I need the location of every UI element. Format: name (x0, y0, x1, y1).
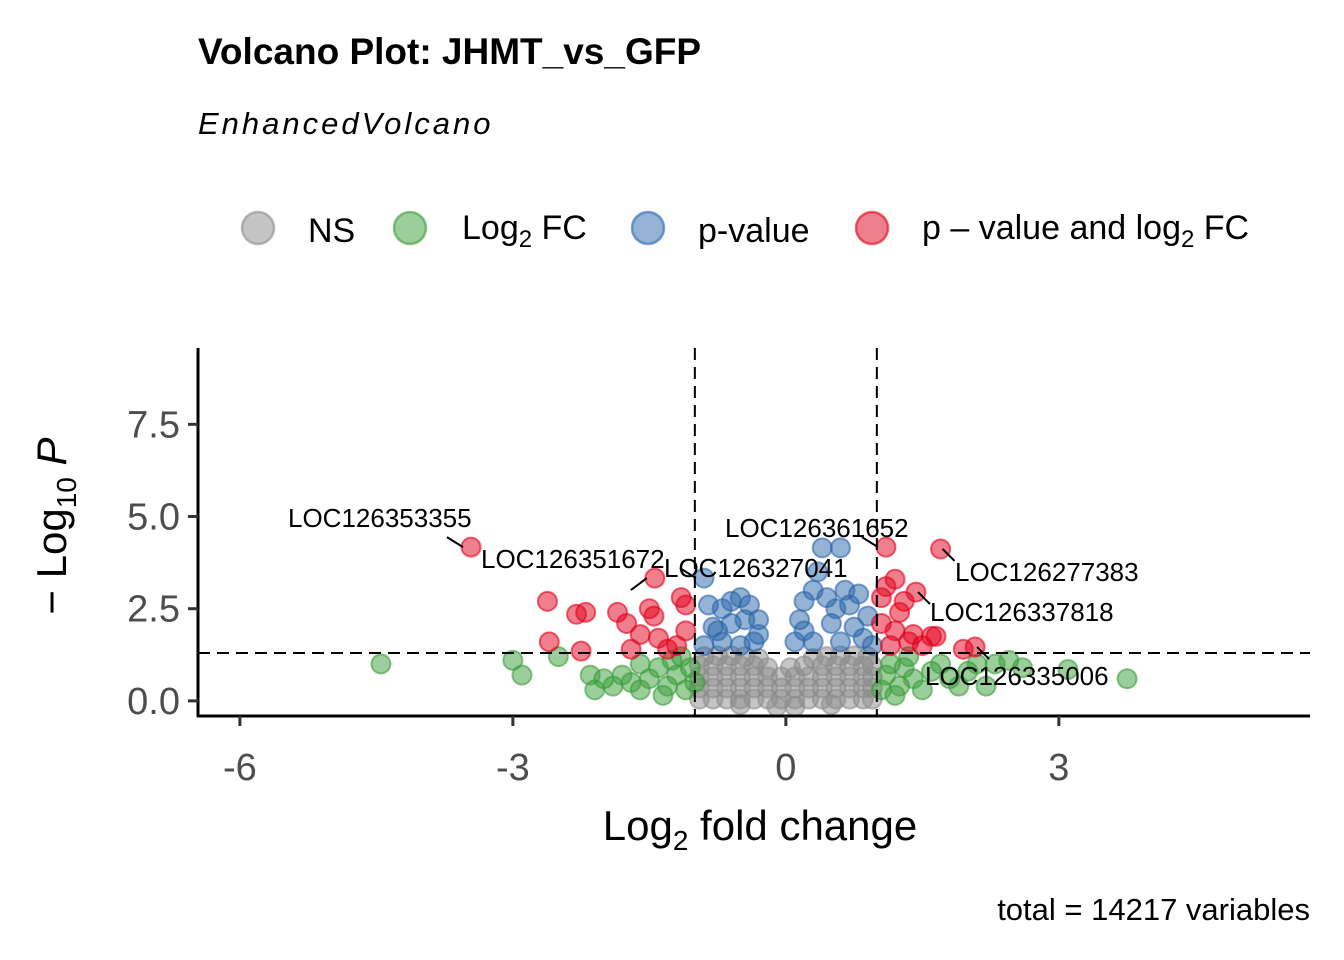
point-pfc (879, 635, 901, 657)
point-pfc (538, 631, 560, 653)
point-p (829, 631, 851, 653)
point-p (698, 594, 720, 616)
point-fc (911, 679, 933, 701)
label-connector (861, 536, 879, 548)
point-pfc (911, 635, 933, 657)
point-pfc (675, 594, 697, 616)
point-pfc (930, 538, 952, 560)
legend-label-ns: NS (308, 212, 355, 250)
caption: total = 14217 variables (997, 892, 1310, 927)
x-axis-title: Log2 fold change (603, 802, 918, 856)
point-fc (547, 646, 569, 668)
point-fc (652, 684, 674, 706)
y-tick-label: 5.0 (127, 497, 180, 539)
y-tick-label: 2.5 (127, 589, 180, 631)
label-connector (446, 536, 464, 548)
point-pfc (536, 590, 558, 612)
point-fc (884, 684, 906, 706)
x-tick-label: -6 (223, 747, 257, 789)
legend-swatch-ns (240, 210, 276, 246)
gene-label: LOC126353355 (288, 503, 472, 533)
cutoff-lines (198, 348, 1310, 716)
point-pfc (964, 636, 986, 658)
point-p (734, 609, 756, 631)
point-fc (370, 653, 392, 675)
point-ns (820, 694, 842, 716)
gene-labels: LOC126353355 LOC126351672 LOC126327041 LOC1… (288, 503, 1139, 691)
gene-label: LOC126361652 (725, 513, 909, 543)
legend-label-fc: Log2 FC (462, 209, 587, 253)
point-p (707, 620, 729, 642)
point-pfc (616, 612, 638, 634)
point-pfc (460, 536, 482, 558)
point-p (843, 616, 865, 638)
x-tick-label: -3 (496, 747, 530, 789)
point-pfc (889, 601, 911, 623)
point-p (748, 624, 770, 646)
axes: -6 -3 0 3 0.0 2.5 5.0 7.5 (127, 348, 1310, 789)
point-ns (729, 694, 751, 716)
y-tick-label: 7.5 (127, 404, 180, 446)
gene-label: LOC126327041 (664, 553, 848, 583)
label-connector (679, 567, 697, 579)
point-fc (1011, 657, 1033, 679)
point-p (807, 561, 829, 583)
point-fc (584, 679, 606, 701)
legend-swatch-fc (392, 210, 428, 246)
x-tick-label: 0 (775, 747, 796, 789)
point-pfc (675, 620, 697, 642)
point-pfc (570, 640, 592, 662)
point-pfc (575, 601, 597, 623)
label-connector (630, 577, 648, 591)
point-ns (784, 695, 806, 717)
point-fc (511, 664, 533, 686)
point-fc (1116, 668, 1138, 690)
point-pfc (666, 635, 688, 657)
label-connector (917, 591, 931, 605)
point-fc (975, 675, 997, 697)
point-p (820, 612, 842, 634)
y-axis-title: − Log10 P (28, 437, 82, 614)
point-fc (1057, 659, 1079, 681)
point-pfc (643, 605, 665, 627)
label-connector (941, 548, 956, 562)
point-p (793, 620, 815, 642)
legend: NS Log2 FC p-value p – value and log2 FC (240, 209, 1249, 253)
gene-label: LOC126277383 (955, 557, 1139, 587)
point-fc (948, 675, 970, 697)
gene-label: LOC126335006 (925, 661, 1109, 691)
x-tick-label: 3 (1048, 747, 1069, 789)
gene-label: LOC126337818 (930, 597, 1114, 627)
legend-label-pfc: p – value and log2 FC (922, 209, 1249, 253)
legend-swatch-p (630, 210, 666, 246)
point-p (829, 537, 851, 559)
point-pfc (620, 638, 642, 660)
point-fc (629, 653, 651, 675)
legend-swatch-pfc (854, 210, 890, 246)
y-tick-label: 0.0 (127, 681, 180, 723)
legend-label-p: p-value (698, 212, 810, 250)
label-connector (976, 646, 990, 660)
point-ns (766, 695, 788, 717)
point-pfc (884, 568, 906, 590)
gene-label: LOC126351672 (481, 544, 665, 574)
chart-title: Volcano Plot: JHMT_vs_GFP (198, 31, 701, 72)
point-fc (502, 649, 524, 671)
points-layer (370, 536, 1138, 717)
chart-subtitle: EnhancedVolcano (198, 106, 494, 141)
point-fc (930, 653, 952, 675)
point-p (834, 579, 856, 601)
point-pfc (870, 587, 892, 609)
